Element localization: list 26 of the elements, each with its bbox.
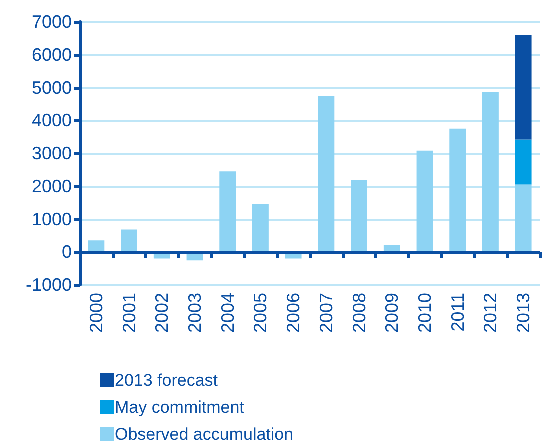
x-tick-label: 2004 [218, 293, 238, 334]
x-tick-label: 2012 [480, 293, 501, 334]
y-tick-label: -1000 [26, 275, 72, 295]
legend-label: 2013 forecast [115, 371, 218, 390]
y-tick-label: 2000 [32, 176, 72, 196]
x-tick-label: 2011 [448, 293, 468, 332]
x-tick-label: 2013 [514, 293, 534, 334]
y-tick-label: 6000 [32, 44, 72, 65]
x-tick-label: 2008 [349, 293, 370, 334]
y-tick-label: 7000 [32, 12, 72, 32]
x-tick-label: 2009 [382, 293, 402, 334]
legend-label: Observed accumulation [115, 425, 294, 444]
y-tick-label: 3000 [32, 144, 72, 164]
x-tick-label: 2006 [284, 293, 304, 334]
x-tick-label: 2010 [415, 293, 435, 334]
legend-label: May commitment [115, 398, 245, 417]
y-tick-label: 1000 [32, 209, 72, 230]
x-tick-label: 2005 [250, 293, 271, 334]
y-tick-label: 4000 [32, 110, 72, 131]
x-tick-label: 2002 [152, 293, 172, 334]
y-tick-label: 0 [62, 242, 72, 262]
x-tick-label: 2001 [119, 293, 140, 334]
y-tick-label: 5000 [32, 78, 72, 98]
x-tick-label: 2003 [185, 293, 205, 334]
x-tick-label: 2000 [86, 293, 106, 334]
x-tick-label: 2007 [316, 293, 336, 334]
